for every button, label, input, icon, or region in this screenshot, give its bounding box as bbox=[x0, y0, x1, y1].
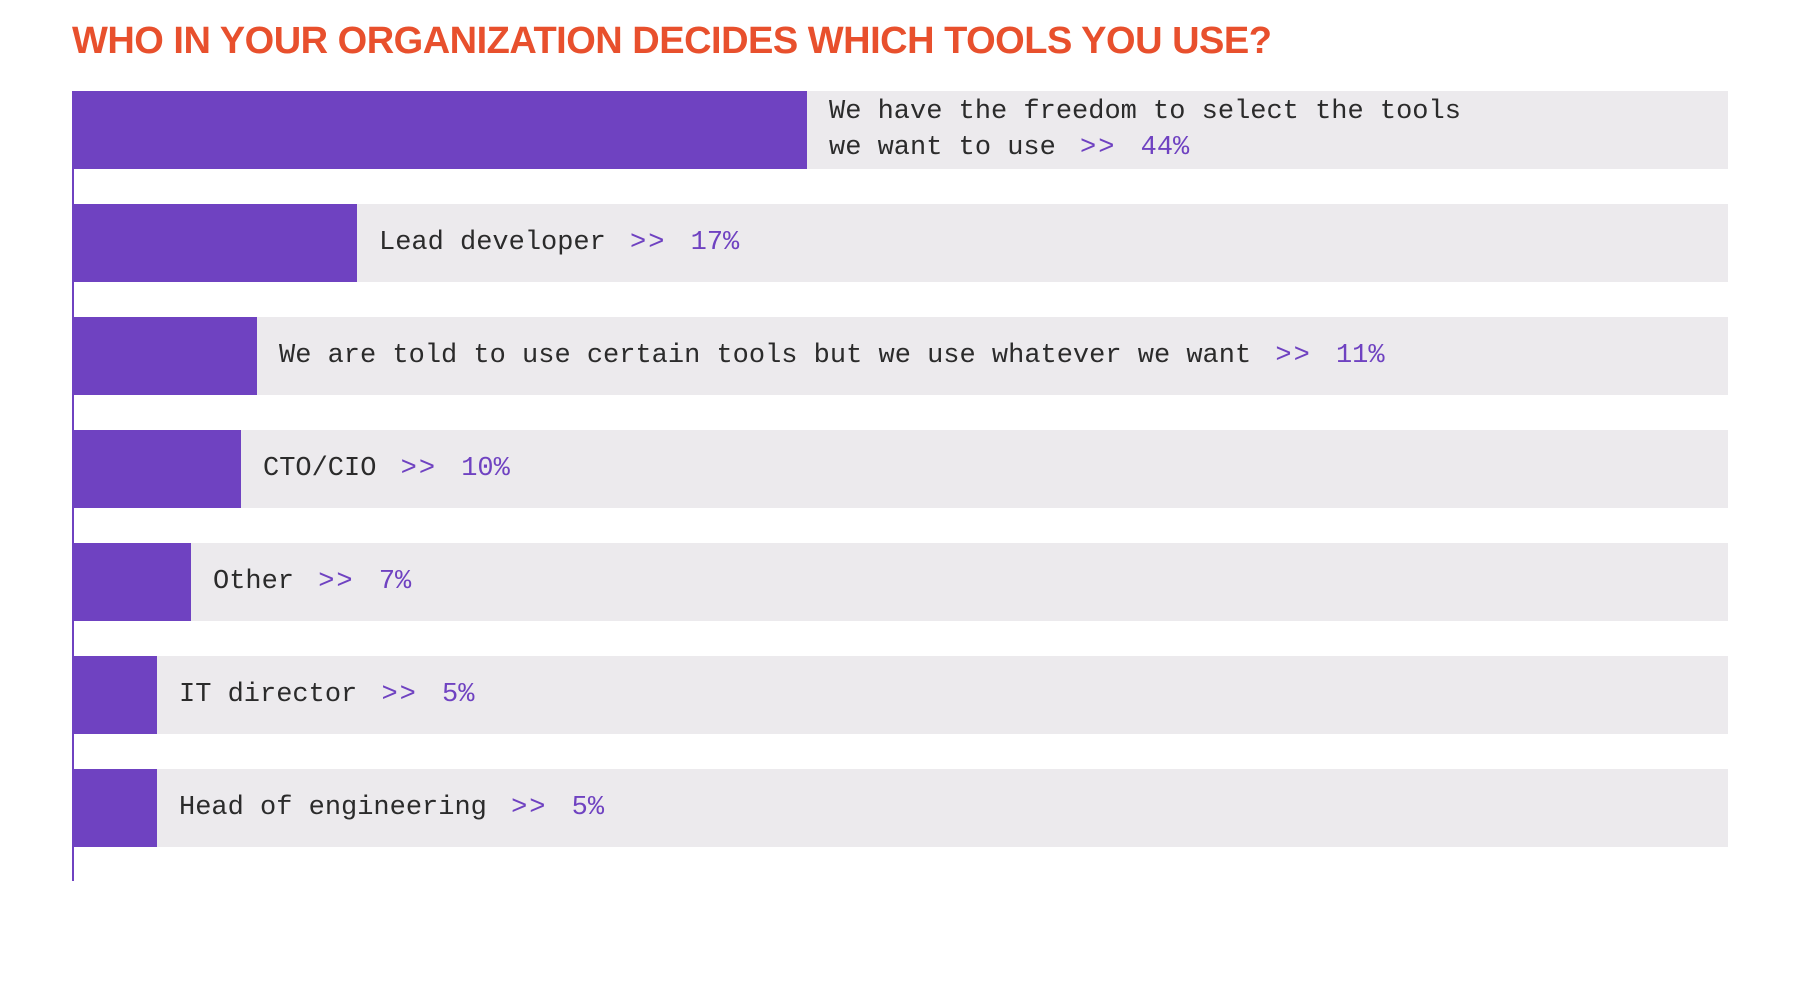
bar-label-text: Head of engineering bbox=[179, 793, 487, 823]
bar-label-text: CTO/CIO bbox=[263, 454, 376, 484]
chevron-icon: >> bbox=[622, 228, 674, 258]
bar bbox=[74, 769, 157, 847]
chart-row: CTO/CIO >> 10% bbox=[72, 430, 1728, 508]
chevron-icon: >> bbox=[393, 454, 445, 484]
chart-rows: We have the freedom to select the tools … bbox=[72, 91, 1728, 847]
chart-row: We are told to use certain tools but we … bbox=[72, 317, 1728, 395]
bar bbox=[74, 656, 157, 734]
bar-label-text: IT director bbox=[179, 680, 357, 710]
chevron-icon: >> bbox=[310, 567, 362, 597]
bar-value: 7% bbox=[379, 567, 411, 597]
bar-label: Lead developer >> 17% bbox=[379, 204, 1712, 282]
bar-chart: We have the freedom to select the tools … bbox=[72, 91, 1728, 881]
bar bbox=[74, 543, 191, 621]
chart-row: Other >> 7% bbox=[72, 543, 1728, 621]
bar-label-text: Other bbox=[213, 567, 294, 597]
chart-title: WHO IN YOUR ORGANIZATION DECIDES WHICH T… bbox=[72, 20, 1728, 63]
chart-row: Head of engineering >> 5% bbox=[72, 769, 1728, 847]
bar-value: 11% bbox=[1336, 341, 1385, 371]
chevron-icon: >> bbox=[503, 793, 555, 823]
chevron-icon: >> bbox=[1267, 341, 1319, 371]
bar-label: IT director >> 5% bbox=[179, 656, 1712, 734]
chart-container: WHO IN YOUR ORGANIZATION DECIDES WHICH T… bbox=[0, 0, 1800, 921]
bar-label: We are told to use certain tools but we … bbox=[279, 317, 1712, 395]
bar bbox=[74, 91, 807, 169]
chevron-icon: >> bbox=[1072, 133, 1124, 163]
bar bbox=[74, 317, 257, 395]
bar-label-text: We are told to use certain tools but we … bbox=[279, 341, 1251, 371]
bar-value: 10% bbox=[461, 454, 510, 484]
chevron-icon: >> bbox=[373, 680, 425, 710]
bar-label: CTO/CIO >> 10% bbox=[263, 430, 1712, 508]
bar bbox=[74, 430, 241, 508]
bar-value: 17% bbox=[691, 228, 740, 258]
chart-row: Lead developer >> 17% bbox=[72, 204, 1728, 282]
chart-row: We have the freedom to select the tools … bbox=[72, 91, 1728, 169]
bar-value: 5% bbox=[442, 680, 474, 710]
bar-label-text: Lead developer bbox=[379, 228, 606, 258]
bar-value: 5% bbox=[572, 793, 604, 823]
bar-value: 44% bbox=[1141, 133, 1190, 163]
bar-label: Head of engineering >> 5% bbox=[179, 769, 1712, 847]
bar-label: We have the freedom to select the tools … bbox=[829, 91, 1712, 169]
bar bbox=[74, 204, 357, 282]
chart-row: IT director >> 5% bbox=[72, 656, 1728, 734]
bar-label: Other >> 7% bbox=[213, 543, 1712, 621]
